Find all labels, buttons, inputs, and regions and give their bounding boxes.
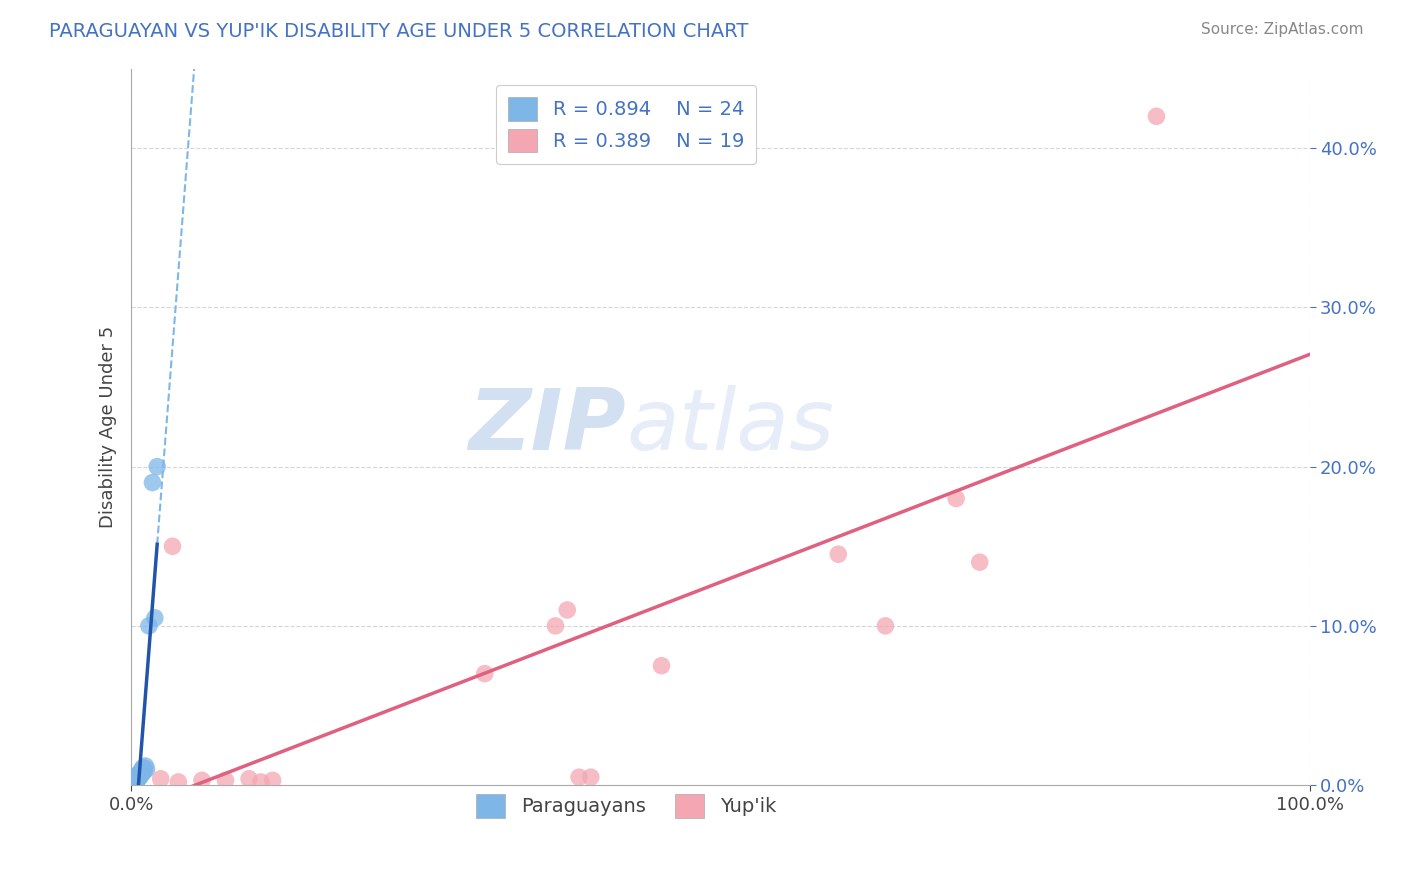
Point [969,555,991,569]
Point [127,768,149,782]
Point [127,770,149,784]
Point [146,459,169,474]
Point [127,772,149,786]
Text: Source: ZipAtlas.com: Source: ZipAtlas.com [1201,22,1364,37]
Point [134,764,156,778]
Point [474,666,496,681]
Point [127,767,149,781]
Point [167,775,190,789]
Point [579,770,602,784]
Point [875,619,897,633]
Point [132,761,155,775]
Point [651,658,673,673]
Point [191,773,214,788]
Point [238,772,260,786]
Point [128,770,150,784]
Point [1146,109,1168,123]
Point [544,619,567,633]
Point [568,770,591,784]
Point [141,475,163,490]
Text: atlas: atlas [626,385,834,468]
Point [127,770,149,784]
Text: PARAGUAYAN VS YUP'IK DISABILITY AGE UNDER 5 CORRELATION CHART: PARAGUAYAN VS YUP'IK DISABILITY AGE UNDE… [49,22,748,41]
Point [138,619,160,633]
Point [125,772,148,786]
Point [135,762,157,776]
Y-axis label: Disability Age Under 5: Disability Age Under 5 [100,326,117,528]
Point [129,768,152,782]
Legend: Paraguayans, Yup'ik: Paraguayans, Yup'ik [468,786,785,826]
Point [129,765,152,780]
Point [555,603,578,617]
Point [125,773,148,788]
Point [827,547,849,561]
Text: ZIP: ZIP [468,385,626,468]
Point [262,773,284,788]
Point [134,759,156,773]
Point [127,773,149,788]
Point [132,765,155,780]
Point [124,775,146,789]
Point [131,767,153,781]
Point [131,762,153,776]
Point [149,772,172,786]
Point [214,773,236,788]
Point [128,767,150,781]
Point [143,611,166,625]
Point [250,775,273,789]
Point [162,539,184,553]
Point [945,491,967,506]
